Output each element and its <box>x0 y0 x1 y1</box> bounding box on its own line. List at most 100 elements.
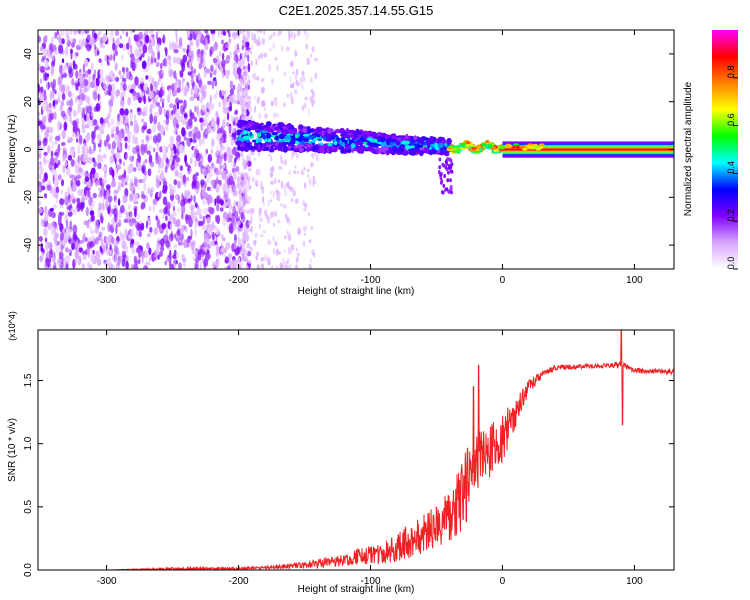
noise-blob <box>182 174 186 184</box>
snr-panel: -300 -200 -100 0 100 0.0 0.5 1.0 1.5 Height of … <box>7 311 675 595</box>
signal-blob <box>438 157 442 162</box>
noise-blob <box>52 204 58 209</box>
noise-blob <box>301 169 304 175</box>
signal-blob <box>401 137 407 142</box>
noise-blob <box>172 259 177 269</box>
noise-blob <box>211 240 215 246</box>
noise-blob <box>179 228 183 236</box>
noise-blob <box>82 147 85 155</box>
signal-blob <box>292 137 300 141</box>
noise-blob <box>154 253 157 258</box>
noise-blob <box>75 159 78 168</box>
noise-blob <box>221 95 225 100</box>
noise-blob <box>260 233 264 237</box>
noise-blob <box>270 100 274 107</box>
noise-blob <box>160 245 165 252</box>
signal-blob <box>242 130 248 135</box>
noise-blob <box>162 214 165 220</box>
noise-blob <box>228 32 231 38</box>
noise-blob <box>46 114 49 119</box>
noise-blob <box>246 38 249 43</box>
noise-blob <box>289 75 292 83</box>
noise-blob <box>187 118 193 127</box>
noise-blob <box>54 140 58 145</box>
noise-blob <box>246 242 251 249</box>
noise-blob <box>169 103 174 109</box>
noise-blob <box>90 36 95 47</box>
noise-blob <box>228 175 234 186</box>
noise-blob <box>109 30 114 37</box>
noise-blob <box>169 223 173 231</box>
noise-blob <box>81 263 85 269</box>
noise-blob <box>143 143 148 153</box>
noise-blob <box>237 94 240 102</box>
x-tick-label: -300 <box>97 275 117 286</box>
noise-blob <box>167 253 173 262</box>
snr-y-label: SNR (10 * v/v) <box>7 418 18 482</box>
noise-blob <box>173 49 179 54</box>
noise-blob <box>138 231 142 238</box>
signal-blob <box>383 145 389 151</box>
signal-blob <box>506 144 513 148</box>
signal-blob <box>268 128 274 133</box>
noise-blob <box>174 160 178 168</box>
signal-blob <box>519 145 526 149</box>
noise-blob <box>130 238 135 245</box>
noise-blob <box>202 197 207 206</box>
noise-blob <box>171 211 177 217</box>
noise-blob <box>148 205 152 212</box>
noise-blob <box>57 160 61 166</box>
noise-blob <box>108 201 112 212</box>
noise-blob <box>203 192 209 200</box>
noise-blob <box>181 119 187 126</box>
noise-blob <box>149 226 153 233</box>
noise-blob <box>226 121 230 127</box>
noise-blob <box>40 58 46 63</box>
noise-blob <box>202 168 208 177</box>
noise-blob <box>172 56 177 64</box>
noise-blob <box>115 224 118 235</box>
noise-blob <box>270 34 273 40</box>
noise-blob <box>45 35 48 41</box>
noise-blob <box>284 189 288 198</box>
noise-blob <box>198 62 202 70</box>
noise-blob <box>113 264 116 269</box>
noise-blob <box>165 158 170 164</box>
noise-blob <box>149 135 154 141</box>
noise-blob <box>156 102 161 107</box>
noise-blob <box>152 205 155 213</box>
noise-blob <box>312 175 315 183</box>
noise-blob <box>210 64 214 72</box>
noise-blob <box>271 165 275 173</box>
signal-blob <box>385 139 390 144</box>
noise-blob <box>118 131 122 140</box>
noise-blob <box>96 120 100 127</box>
noise-blob <box>148 154 153 164</box>
noise-blob <box>38 148 42 154</box>
noise-blob <box>149 39 152 45</box>
noise-blob <box>238 264 243 269</box>
noise-blob <box>69 98 74 108</box>
noise-blob <box>128 205 131 210</box>
noise-blob <box>115 152 121 160</box>
noise-blob <box>95 103 101 112</box>
noise-blob <box>141 139 145 144</box>
noise-blob <box>156 30 161 34</box>
noise-blob <box>224 107 229 115</box>
noise-blob <box>193 68 197 74</box>
noise-blob <box>237 157 241 162</box>
x-tick-label: -100 <box>361 576 381 587</box>
noise-blob <box>267 216 270 224</box>
noise-blob <box>163 151 167 161</box>
signal-blob <box>314 145 320 151</box>
noise-blob <box>111 140 116 150</box>
noise-blob <box>206 102 212 110</box>
noise-blob <box>112 254 115 262</box>
noise-blob <box>153 115 158 125</box>
spectrogram-marks <box>38 30 674 269</box>
noise-blob <box>223 42 227 52</box>
noise-blob <box>247 54 250 63</box>
colorbar-label: Normalized spectral amplitude <box>683 81 694 216</box>
noise-blob <box>237 171 242 175</box>
noise-blob <box>160 238 165 247</box>
